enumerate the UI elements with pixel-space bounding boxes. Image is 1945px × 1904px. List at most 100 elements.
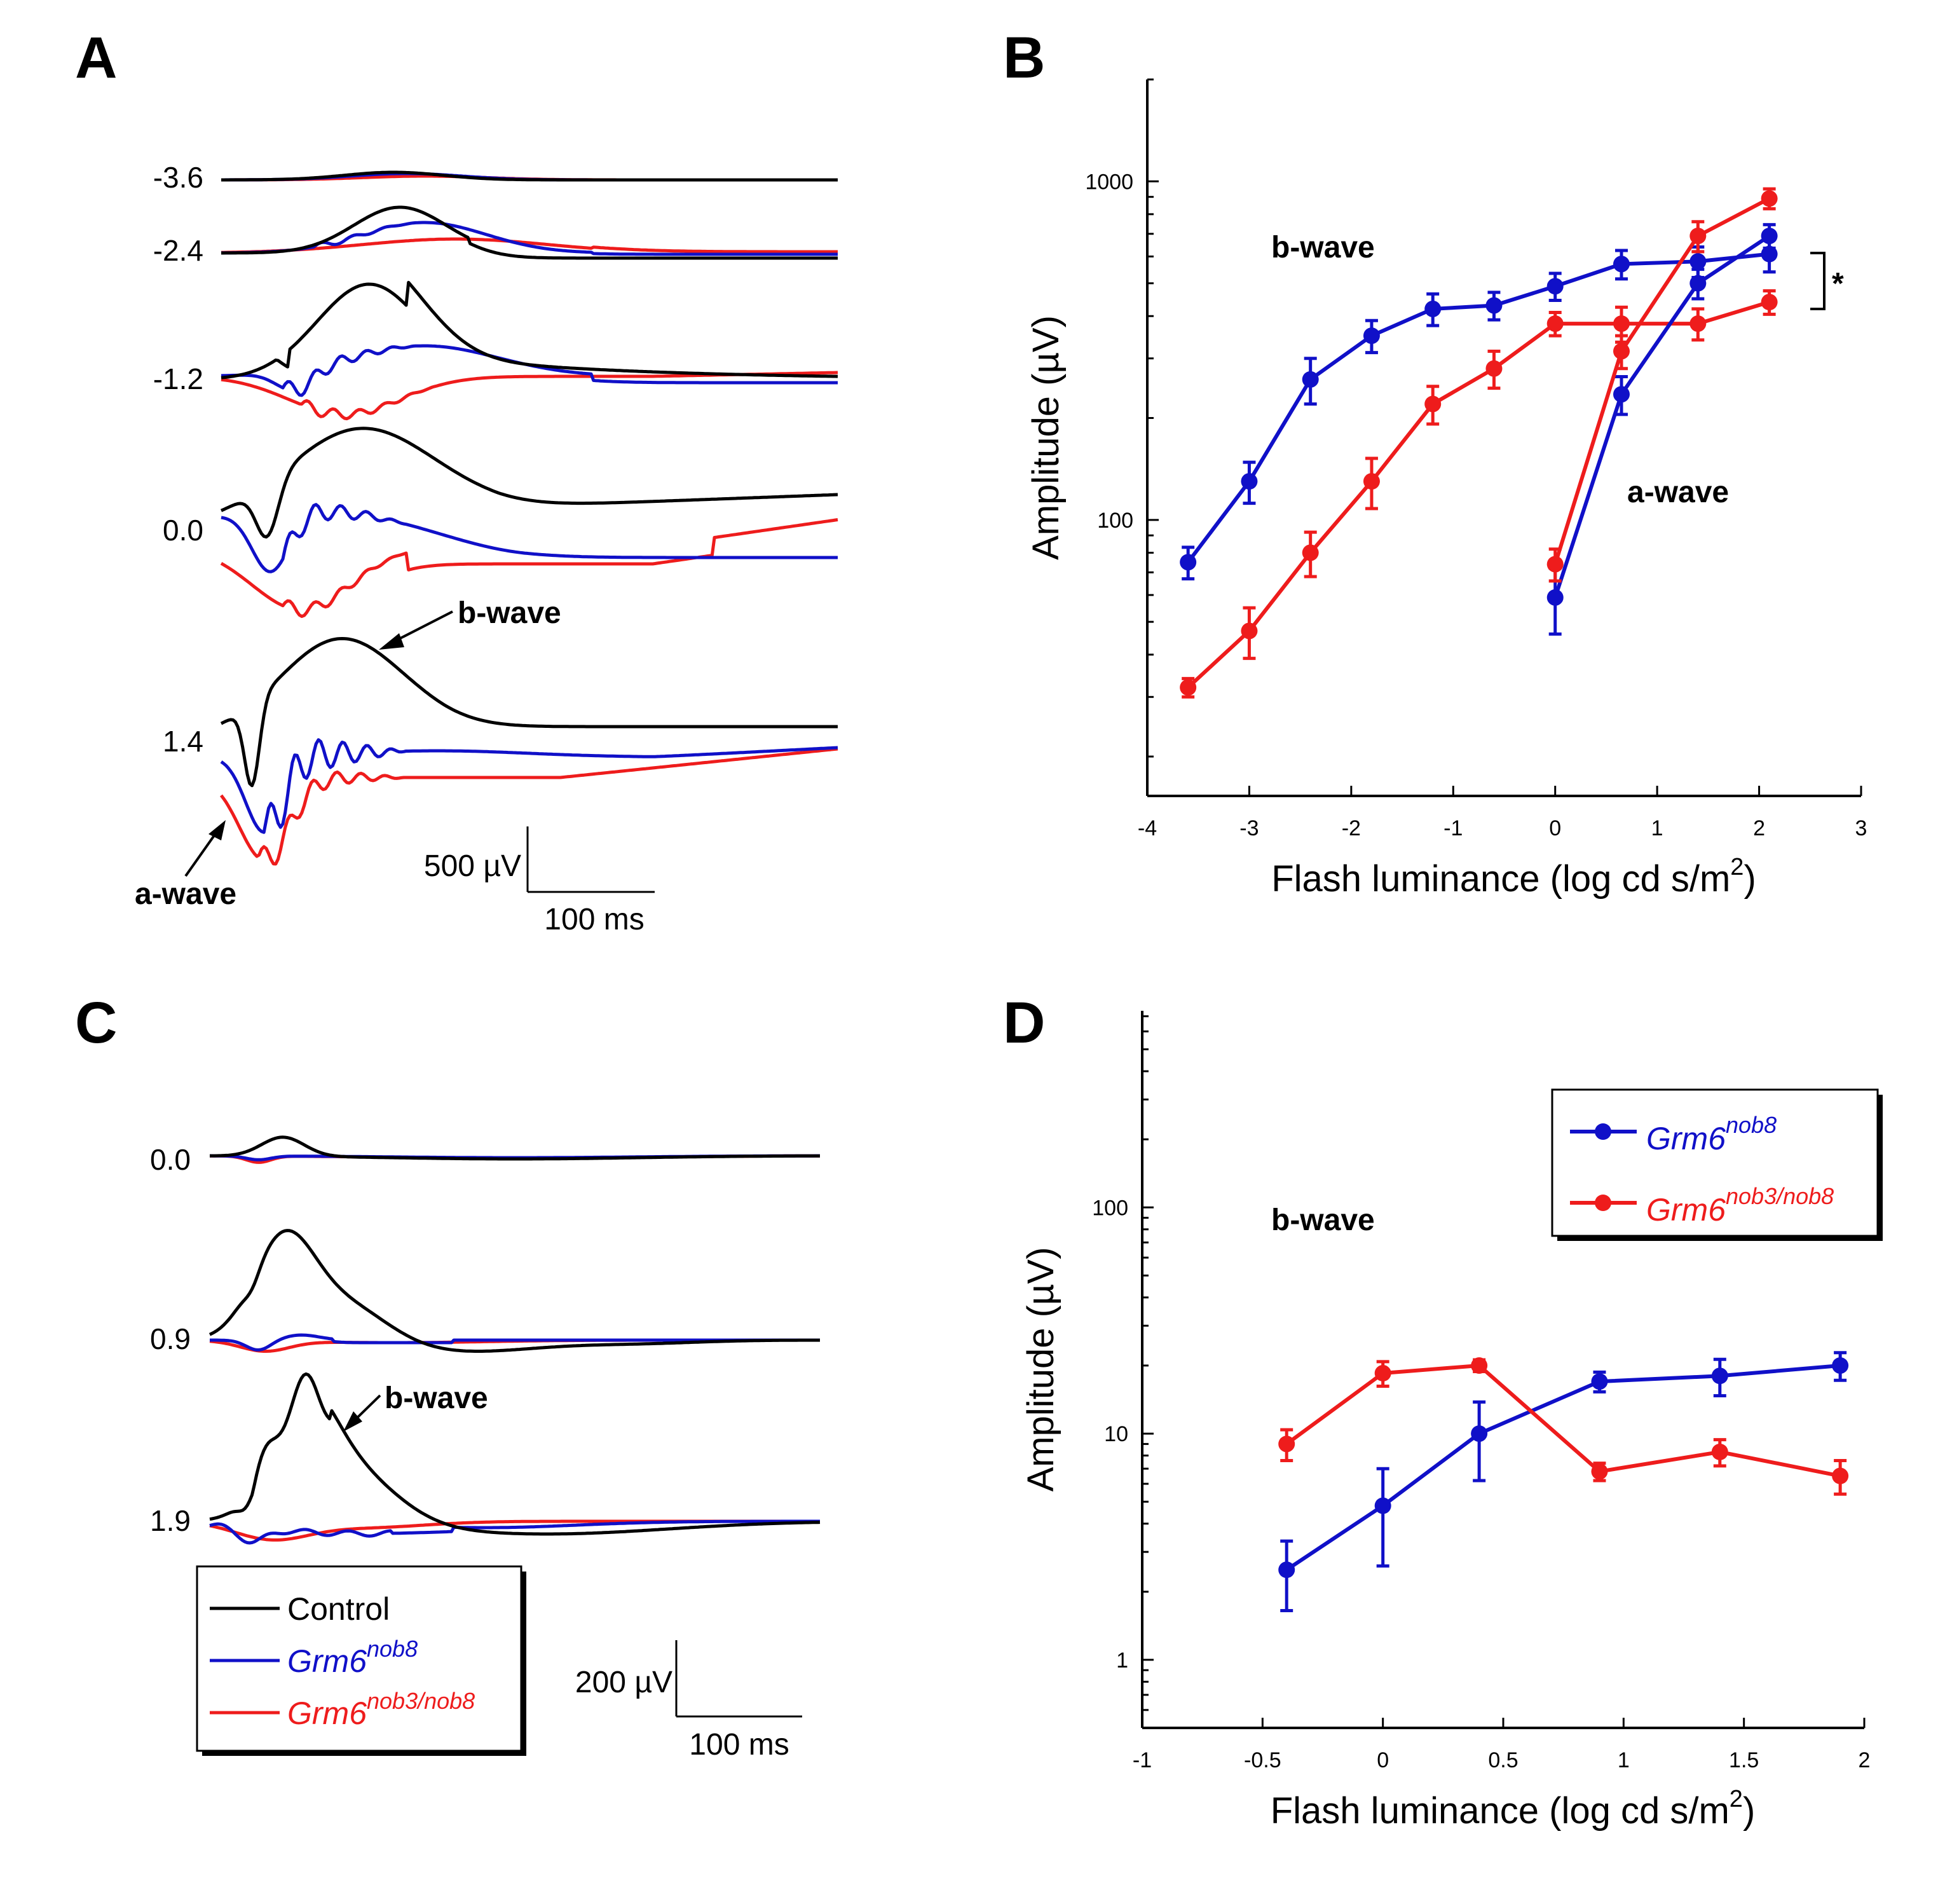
lum-label-a-2: -1.2 [153,362,203,395]
y-tick-label: 100 [1097,509,1133,533]
x-tick-label: 1.5 [1729,1748,1759,1772]
lum-label-c-2: 1.9 [150,1504,191,1537]
series-line [1285,1363,1841,1572]
legend-item-nob3nob8: Grm6nob3/nob8 [1570,1183,1834,1228]
trace-nob3nob8 [220,518,838,619]
y-tick-label: 1 [1116,1648,1128,1673]
data-point [1363,327,1380,345]
trace-control [221,205,838,260]
series-line [1553,234,1771,598]
trace-nob8 [220,738,838,834]
lum-label-c-1: 0.9 [150,1322,191,1355]
legend-item-nob8: Grm6nob8 [210,1636,418,1679]
series-line [1553,196,1771,565]
data-point [1241,473,1258,490]
data-point [1546,315,1564,332]
x-tick-label: -4 [1138,816,1157,840]
y-tick-label: 10 [1104,1422,1128,1446]
data-point [1471,1425,1488,1442]
scalebar-time-a: 100 ms [544,903,644,936]
data-point [1689,253,1707,270]
data-point [1832,1467,1849,1484]
legend-item-control: Control [210,1591,390,1627]
data-point [1591,1463,1608,1480]
trace-group-c-1 [208,1229,820,1353]
series-1 [1278,1357,1849,1496]
trace-group-c-2 [209,1372,821,1545]
scalebar-amplitude-c: 200 µV [575,1666,672,1699]
series-0 [1278,1351,1849,1613]
data-point [1278,1561,1295,1579]
trace-control [210,1135,820,1161]
chart-b-amplitude-vs-luminance: -4 -3 -2 -1 0 1 2 3 100 1000 Amplitude (µV) Flash l… [1025,78,1867,900]
trace-control [221,170,838,182]
trace-group-a-0 [221,170,838,182]
legend-label: Grm6nob8 [287,1636,418,1679]
series-0 [1180,236,1778,580]
significance-star: * [1832,267,1844,301]
data-point [1485,360,1503,377]
legend-box-d [1551,1088,1879,1237]
trace-nob3nob8 [221,237,838,254]
y-tick-label: 1000 [1085,170,1133,194]
data-point [1546,556,1564,573]
x-tick-label: 0 [1549,816,1561,840]
data-point [1591,1373,1608,1390]
trace-control [221,427,838,539]
series-line [1187,300,1770,689]
data-point [1546,278,1564,295]
legend-label: Grm6nob8 [1646,1112,1777,1156]
bwave-annotation-a: b-wave [458,596,561,630]
data-point [1613,343,1630,360]
x-tick-label: 1 [1618,1748,1630,1772]
data-point [1711,1367,1728,1385]
legend-label: Grm6nob3/nob8 [287,1688,475,1731]
bwave-annotation-c: b-wave [385,1381,488,1415]
legend-marker [1595,1195,1611,1211]
data-point [1424,395,1442,413]
data-point [1241,622,1258,640]
data-point [1278,1435,1295,1453]
data-point [1761,228,1778,245]
series-line [1285,1363,1841,1478]
bwave-label-b: b-wave [1271,231,1375,264]
data-point [1485,297,1503,314]
trace-control [220,637,838,788]
trace-group-c-0 [210,1135,820,1164]
legend-c: Control Grm6nob8 Grm6nob3/nob8 [210,1591,475,1731]
legend-item-nob8: Grm6nob8 [1570,1112,1777,1156]
legend-label: Control [287,1591,390,1627]
x-tick-label: 3 [1855,816,1867,840]
awave-arrowhead-a [208,820,226,840]
data-point [1613,315,1630,332]
trace-group-a-3 [220,427,838,619]
data-point [1374,1497,1391,1514]
panel-c-erg-traces: 0.0 0.9 1.9 b-wave Control Grm6nob8 Grm6no… [150,1135,821,1762]
trace-group-a-2 [221,280,838,421]
series-line [1186,252,1770,564]
x-tick-label: -3 [1239,816,1259,840]
data-point [1761,245,1778,263]
data-point [1711,1443,1728,1460]
awave-arrow-a [184,832,217,877]
trace-nob8 [221,503,838,573]
x-tick-label: 2 [1859,1748,1871,1772]
bwave-arrowhead-c [343,1411,362,1432]
trace-control [209,1372,821,1536]
panel-a-erg-traces: -3.6 -2.4 -1.2 0.0 1.4 b-wave a-wave 500… [135,161,838,936]
x-tick-label: 1 [1651,816,1663,840]
panel-letter-a: A [75,25,117,90]
bwave-label-d: b-wave [1271,1203,1375,1237]
trace-control [221,280,838,380]
x-axis-title: Flash luminance (log cd s/m2) [1271,1786,1756,1832]
x-tick-label: 2 [1753,816,1765,840]
data-point [1689,315,1707,332]
lum-label-a-1: -2.4 [153,234,203,267]
scalebar-amplitude-a: 500 µV [424,849,521,883]
data-point [1363,473,1380,490]
series-2 [1546,223,1778,636]
scalebar-time-c: 100 ms [689,1728,789,1762]
trace-nob3nob8 [221,371,838,421]
panel-letter-b: B [1003,25,1045,90]
